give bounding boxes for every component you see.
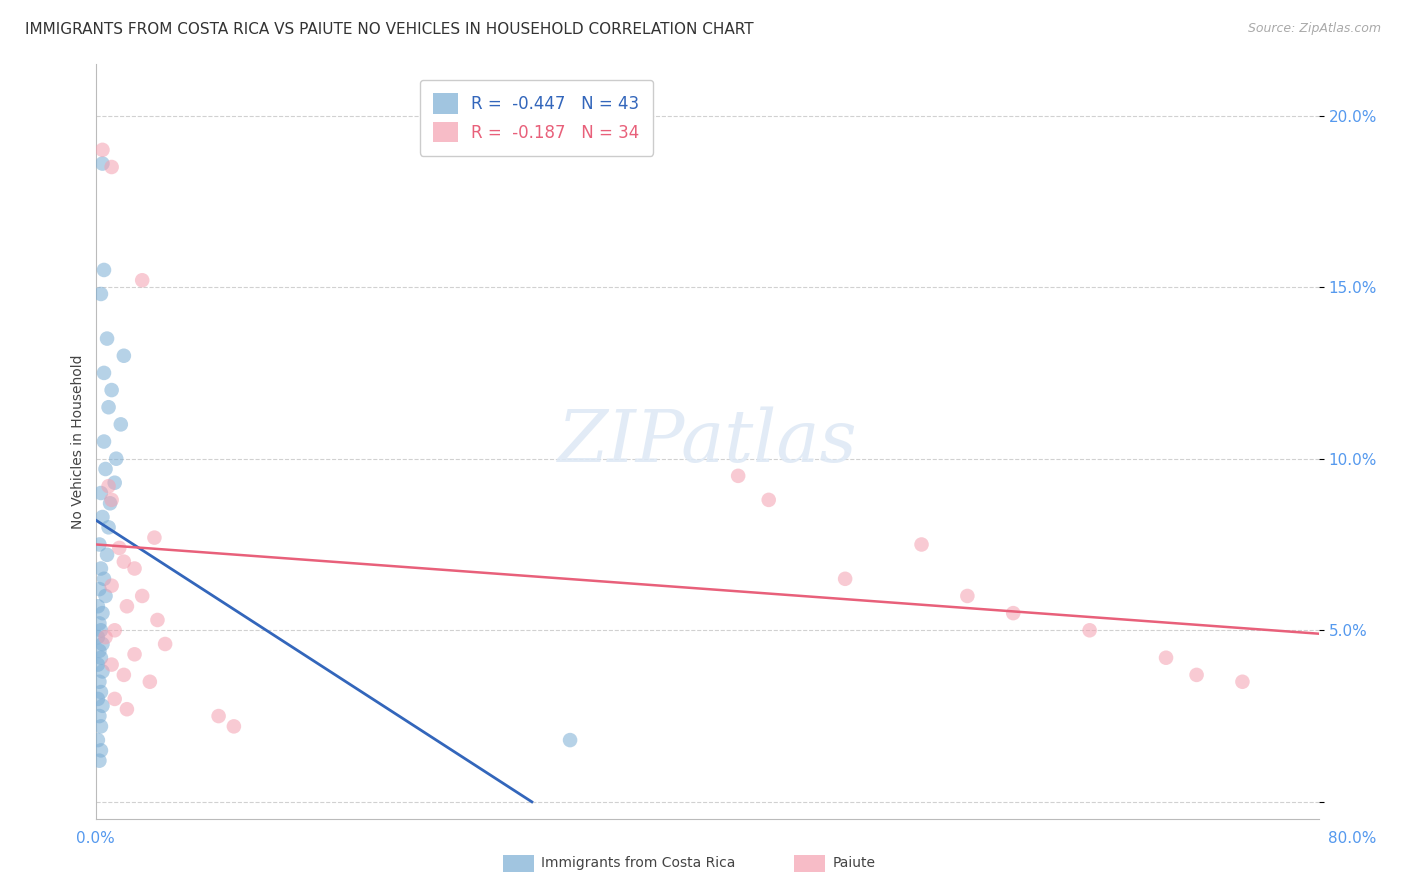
Point [97,479,120,493]
Point [124,648,146,662]
Point [105,451,128,466]
Point [112,349,135,363]
Point [87,599,110,614]
Point [91,510,114,524]
Text: 0.0%: 0.0% [76,831,115,846]
Point [96,332,118,346]
Point [1002,606,1025,620]
Point [110,417,132,432]
Point [90,719,112,733]
Text: 80.0%: 80.0% [1329,831,1376,846]
Point [1078,624,1101,638]
Point [104,692,127,706]
Point [91,698,114,713]
Text: Source: ZipAtlas.com: Source: ZipAtlas.com [1247,22,1381,36]
Point [139,674,162,689]
Point [97,401,120,415]
Point [91,143,114,157]
Point [834,572,856,586]
Point [131,589,153,603]
Point [89,709,111,723]
Point [94,462,117,476]
Point [100,579,122,593]
Point [956,589,979,603]
Point [104,475,127,490]
Point [1232,674,1254,689]
Point [90,650,112,665]
Point [90,287,112,301]
Point [146,613,169,627]
Point [93,572,115,586]
Point [112,555,135,569]
Point [89,754,111,768]
Point [104,624,127,638]
Point [222,719,245,733]
Y-axis label: No Vehicles in Household: No Vehicles in Household [72,354,86,529]
Point [91,637,114,651]
Point [90,685,112,699]
Point [89,582,111,596]
Point [93,434,115,449]
Point [89,644,111,658]
Point [98,496,121,510]
Point [100,657,122,672]
Point [96,548,118,562]
Legend: R =  -0.447   N = 43, R =  -0.187   N = 34: R = -0.447 N = 43, R = -0.187 N = 34 [420,80,652,155]
Point [89,537,111,551]
Point [87,692,110,706]
Point [1185,668,1208,682]
Point [91,606,114,620]
Point [90,743,112,757]
Point [108,541,131,555]
Text: Paiute: Paiute [832,856,876,871]
Point [87,733,110,747]
Point [90,624,112,638]
Point [143,531,166,545]
Point [100,492,122,507]
Point [100,383,122,397]
Point [207,709,229,723]
Point [124,561,146,575]
Point [153,637,176,651]
Point [91,156,114,170]
Point [112,668,135,682]
Point [93,263,115,277]
Text: IMMIGRANTS FROM COSTA RICA VS PAIUTE NO VEHICLES IN HOUSEHOLD CORRELATION CHART: IMMIGRANTS FROM COSTA RICA VS PAIUTE NO … [25,22,754,37]
Point [115,599,138,614]
Point [94,630,117,644]
Point [93,366,115,380]
Point [91,665,114,679]
Point [131,273,153,287]
Point [558,733,581,747]
Point [90,561,112,575]
Point [727,468,749,483]
Point [115,702,138,716]
Point [910,537,932,551]
Point [87,657,110,672]
Point [94,589,117,603]
Point [90,486,112,500]
Text: ZIPatlas: ZIPatlas [558,406,858,477]
Point [758,492,780,507]
Text: Immigrants from Costa Rica: Immigrants from Costa Rica [541,856,735,871]
Point [87,630,110,644]
Point [89,674,111,689]
Point [100,160,122,174]
Point [97,520,120,534]
Point [89,616,111,631]
Point [1154,650,1177,665]
